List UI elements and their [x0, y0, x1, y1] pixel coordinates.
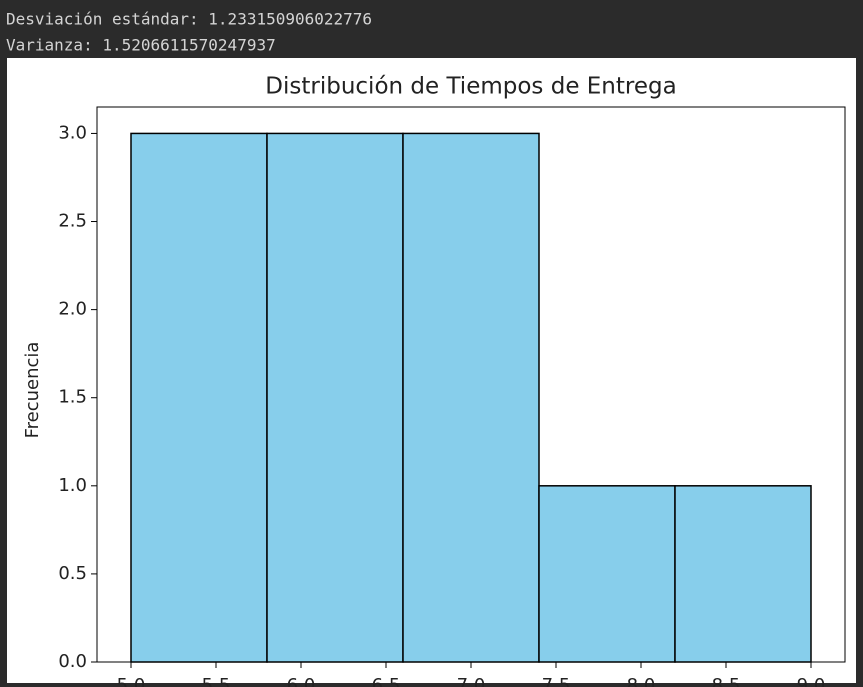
- x-tick-label: 8.0: [627, 675, 656, 687]
- x-tick-label: 6.5: [372, 675, 401, 687]
- y-tick-label: 0.5: [58, 563, 87, 584]
- x-tick-label: 9.0: [797, 675, 826, 687]
- chart-title: Distribución de Tiempos de Entrega: [265, 74, 676, 100]
- output-line: Varianza: 1.5206611570247937: [6, 36, 276, 55]
- x-tick-label: 6.0: [287, 675, 316, 687]
- y-tick-label: 1.5: [58, 387, 87, 408]
- y-tick-label: 2.0: [58, 299, 87, 320]
- bar: [674, 485, 812, 663]
- bar: [266, 132, 404, 663]
- y-tick-label: 3.0: [58, 122, 87, 143]
- x-tick-label: 5.5: [202, 675, 231, 687]
- y-tick-label: 2.5: [58, 211, 87, 232]
- x-tick-label: 8.5: [712, 675, 741, 687]
- output-line: Desviación estándar: 1.233150906022776: [6, 10, 372, 29]
- y-tick-label: 1.0: [58, 475, 87, 496]
- y-axis-label: Frecuencia: [22, 342, 43, 439]
- x-tick-label: 7.0: [457, 675, 486, 687]
- x-tick-label: 7.5: [542, 675, 571, 687]
- bar: [130, 132, 268, 663]
- bar: [538, 485, 676, 663]
- y-tick-label: 0.0: [58, 651, 87, 672]
- bar: [402, 132, 540, 663]
- x-tick-label: 5.0: [117, 675, 146, 687]
